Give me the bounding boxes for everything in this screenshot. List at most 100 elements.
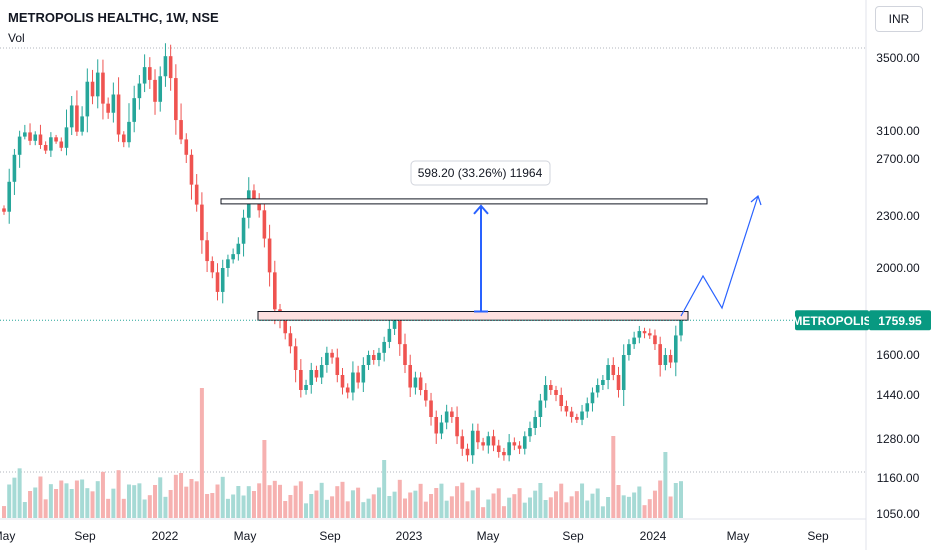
volume-bar — [455, 486, 460, 518]
candle-body — [330, 352, 334, 358]
candle-body — [616, 375, 621, 390]
price-axis-label: 1050.00 — [876, 507, 920, 521]
candle — [345, 383, 350, 399]
candle — [262, 202, 267, 248]
candle-body — [325, 352, 329, 365]
drawings[interactable]: 598.20 (33.26%) 11964 — [220, 160, 762, 321]
candle-body — [502, 452, 506, 456]
candle-body — [533, 417, 537, 428]
candle — [17, 130, 22, 168]
candle — [554, 385, 558, 402]
price-axis[interactable]: 3500.00 3100.00 2700.00 2300.00 2000.00 1600.… — [876, 51, 920, 521]
candle — [658, 336, 662, 377]
time-axis[interactable]: May Sep 2022 May Sep 2023 May Sep 2024 May Sep — [0, 529, 829, 543]
candle — [319, 357, 324, 385]
volume-bar — [340, 481, 345, 518]
volume-bar — [210, 493, 215, 518]
volume-bar — [408, 492, 413, 518]
price-axis-label: 2700.00 — [876, 152, 920, 166]
volume-bar — [121, 498, 126, 518]
candle — [132, 85, 136, 133]
candle — [2, 205, 6, 215]
candle-body — [668, 355, 673, 363]
candle — [38, 124, 43, 149]
time-axis-label: Sep — [562, 529, 584, 543]
candle — [470, 423, 475, 464]
candle — [522, 431, 527, 455]
candle-body — [653, 335, 657, 345]
volume-bar — [194, 481, 199, 518]
volume-bar — [48, 484, 53, 518]
volume-bar — [309, 494, 314, 518]
volume-bar — [486, 499, 491, 518]
candle — [288, 326, 293, 354]
volume-bar — [564, 502, 569, 518]
candle — [637, 325, 642, 344]
target-zone-rectangle[interactable] — [220, 198, 708, 205]
candle-body — [585, 403, 590, 412]
currency-button[interactable]: INR — [875, 6, 923, 32]
symbol-tag-label: METROPOLIS — [792, 314, 871, 328]
projection-path[interactable] — [680, 195, 759, 317]
volume-bar — [449, 496, 454, 518]
candle — [64, 109, 69, 156]
candle-body — [460, 436, 465, 449]
volume-bar — [267, 485, 272, 518]
volume-bar — [418, 483, 423, 518]
candle-body — [49, 137, 53, 151]
candle-body — [288, 333, 293, 347]
candle — [231, 248, 235, 264]
candle — [220, 259, 225, 304]
volume-bar — [69, 489, 74, 518]
time-axis-label: May — [477, 529, 500, 543]
volume-bar — [574, 491, 579, 518]
volume-bar — [507, 497, 512, 518]
candle-body — [522, 436, 527, 449]
candle-body — [642, 331, 647, 334]
candle — [12, 148, 17, 195]
volume-bar — [590, 493, 595, 518]
volume-bar — [611, 436, 616, 518]
candle — [116, 77, 121, 142]
candle — [491, 429, 496, 452]
candle — [616, 366, 621, 398]
time-axis-label: May — [234, 529, 257, 543]
candle-body — [137, 83, 142, 99]
resistance-zone-rectangle[interactable] — [257, 311, 689, 321]
candle-body — [397, 320, 402, 345]
volume-bar — [304, 503, 309, 518]
candle-body — [429, 400, 433, 417]
volume-bar — [668, 496, 673, 518]
candle-body — [95, 72, 100, 97]
volume-bar — [595, 488, 600, 518]
volume-bar — [2, 506, 6, 518]
volume-bar — [361, 502, 366, 518]
volume-bar — [444, 500, 449, 518]
volume-bar — [288, 495, 293, 518]
candle — [377, 347, 381, 367]
candle — [189, 149, 194, 200]
volume-bar — [220, 476, 225, 518]
volume-bar — [647, 499, 652, 518]
time-axis-label: Sep — [319, 529, 341, 543]
candle-body — [595, 385, 600, 393]
candle — [168, 44, 173, 91]
volume-bar — [22, 502, 27, 518]
volume-bar — [205, 494, 210, 518]
candle-body — [543, 385, 548, 401]
volume-bar — [225, 498, 230, 518]
candle-body — [2, 208, 6, 212]
volume-bar — [246, 486, 251, 518]
candle-body — [116, 94, 121, 135]
candle — [33, 131, 38, 146]
time-axis-label: 2023 — [396, 529, 423, 543]
candle — [434, 410, 439, 444]
candle — [23, 124, 27, 140]
candle — [517, 441, 522, 455]
candle-body — [481, 442, 485, 446]
candle-body — [220, 268, 225, 292]
volume-bar — [658, 480, 663, 518]
volume-indicator-label[interactable]: Vol — [8, 31, 25, 45]
candle — [54, 134, 58, 144]
